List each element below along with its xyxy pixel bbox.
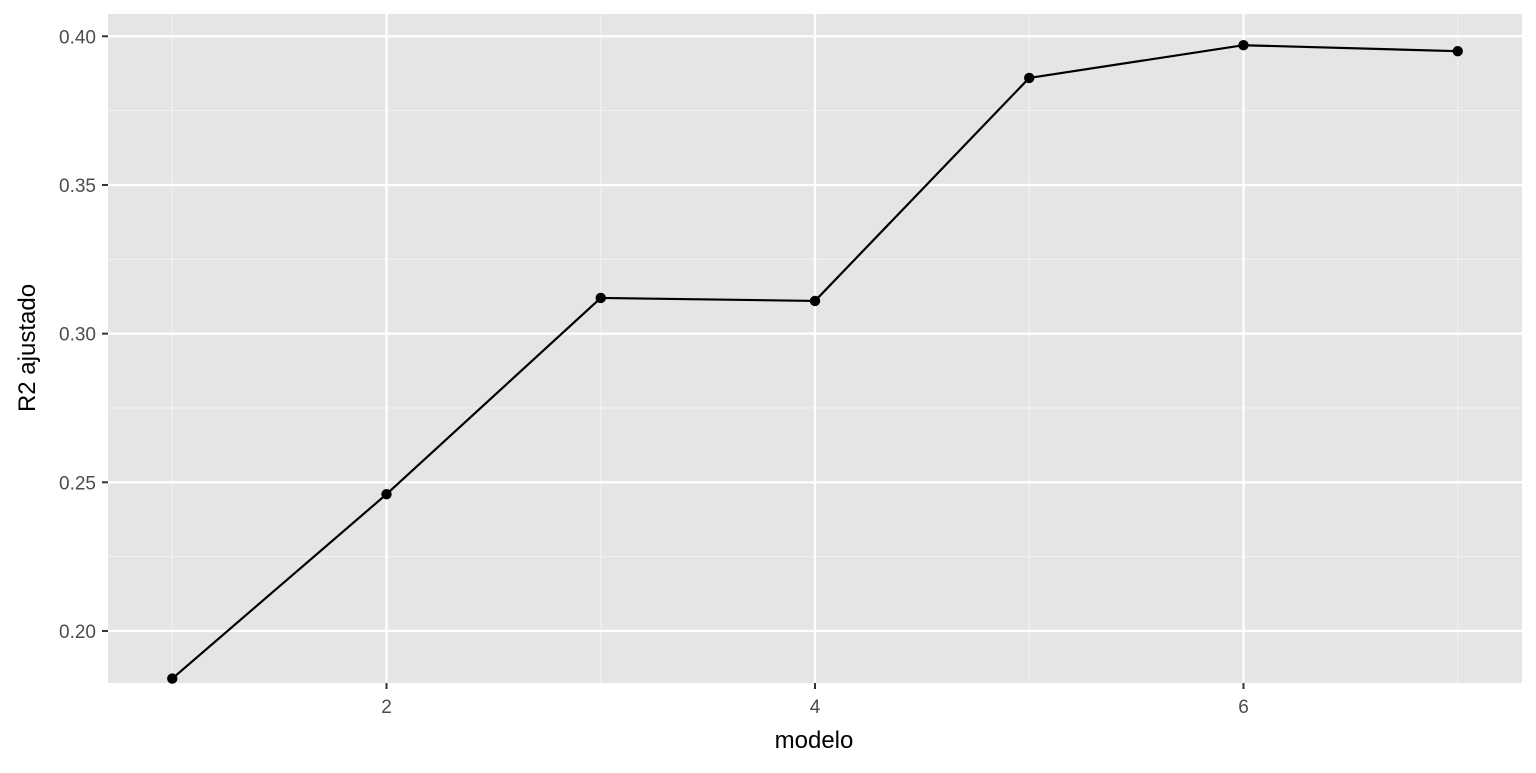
x-tick-label: 6 xyxy=(1238,697,1249,718)
y-tick-label: 0.20 xyxy=(59,622,96,643)
x-tick-label: 2 xyxy=(381,697,392,718)
series-layer xyxy=(167,40,1463,684)
x-axis-title: modelo xyxy=(775,727,854,754)
major-gridlines xyxy=(108,14,1522,683)
axis-ticks xyxy=(102,35,1245,689)
data-point xyxy=(167,673,178,684)
y-axis-title: R2 ajustado xyxy=(14,284,41,412)
data-point xyxy=(1238,40,1249,51)
x-tick-label: 4 xyxy=(810,697,821,718)
data-point xyxy=(595,292,606,304)
data-point xyxy=(809,295,821,307)
y-tick-label: 0.35 xyxy=(59,176,96,197)
y-tick-label: 0.40 xyxy=(59,27,96,48)
y-tick-label: 0.25 xyxy=(59,473,96,494)
data-point xyxy=(381,488,392,500)
data-point xyxy=(1452,45,1463,57)
tick-labels: 2 4 6 0.20 0.25 0.30 0.35 0.40 xyxy=(59,27,1249,718)
y-tick-label: 0.30 xyxy=(59,325,96,346)
data-point xyxy=(1024,72,1035,84)
